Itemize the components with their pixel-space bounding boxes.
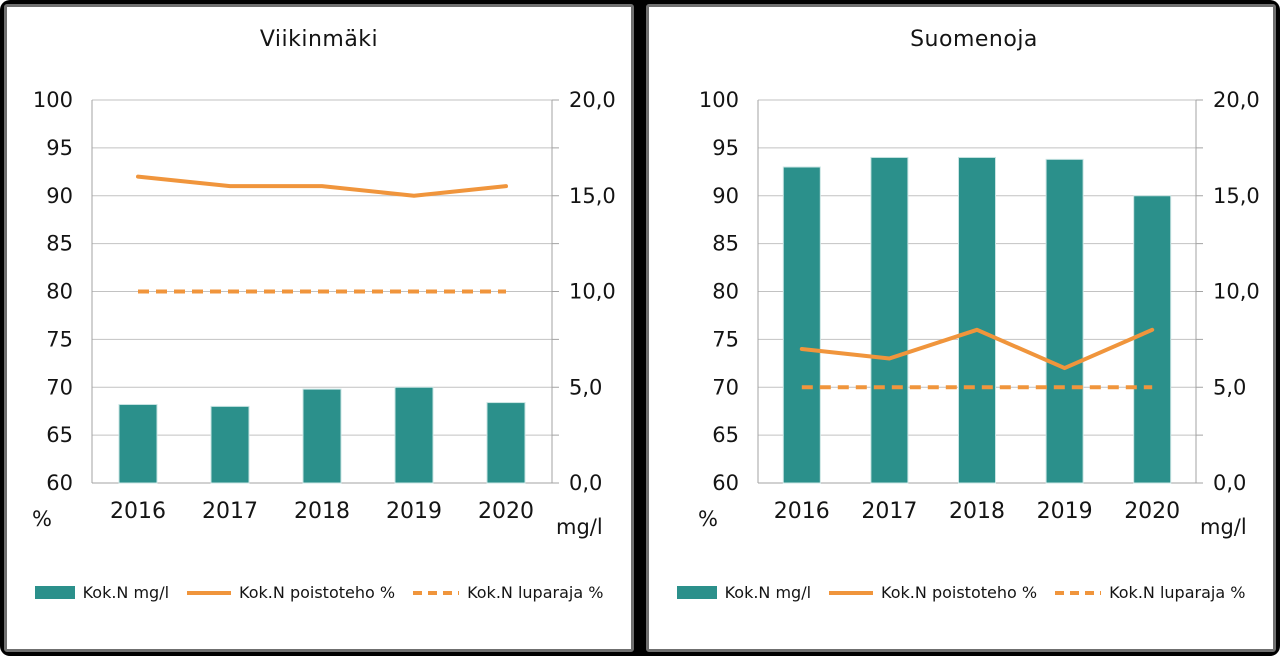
- bar-series: [118, 386, 526, 484]
- legend-label: Kok.N poistoteho %: [239, 583, 396, 602]
- svg-text:85: 85: [712, 232, 739, 256]
- left-axis-tick-labels: 60 65 70 75 80 85 90 95 100: [33, 88, 73, 495]
- svg-text:2020: 2020: [478, 499, 534, 524]
- bar: [486, 402, 526, 484]
- svg-text:10,0: 10,0: [569, 280, 616, 304]
- chart-title: Viikinmäki: [259, 27, 379, 52]
- bar: [1133, 195, 1172, 484]
- svg-text:2018: 2018: [294, 499, 350, 524]
- right-axis-tick-labels: 0,0 5,0 10,0 15,0 20,0: [1213, 88, 1260, 495]
- svg-text:80: 80: [712, 280, 739, 304]
- legend: Kok.N mg/l Kok.N poistoteho % Kok.N lupa…: [649, 583, 1273, 602]
- svg-text:80: 80: [46, 280, 73, 304]
- svg-text:5,0: 5,0: [569, 375, 602, 399]
- legend-label: Kok.N mg/l: [724, 583, 812, 602]
- svg-text:20,0: 20,0: [1213, 88, 1260, 112]
- plot-area-viikinmaki: 60 65 70 75 80 85 90 95 100 0,0 5,0 10,0 15,0 20,0 201…: [32, 88, 616, 539]
- svg-text:5,0: 5,0: [1213, 375, 1246, 399]
- legend-item: Kok.N poistoteho %: [187, 583, 395, 602]
- right-axis-tick-labels: 0,0 5,0 10,0 15,0 20,0: [569, 88, 616, 495]
- left-axis-unit-label: %: [698, 507, 718, 531]
- bar-series: [782, 156, 1172, 484]
- right-axis-unit-label: mg/l: [556, 515, 603, 539]
- legend-item: Kok.N luparaja %: [1055, 583, 1245, 602]
- bar: [302, 388, 342, 484]
- svg-text:70: 70: [712, 375, 739, 399]
- chart-panel-suomenoja: Suomenoja 60 65 70 75 80 85 90 95 100 0,0 5,0 10,0 1…: [646, 4, 1276, 652]
- left-axis-unit-label: %: [32, 507, 52, 531]
- legend-swatch-line-icon: [829, 590, 874, 595]
- svg-text:2019: 2019: [1037, 499, 1093, 524]
- legend-swatch-bar-icon: [676, 586, 717, 599]
- svg-text:2017: 2017: [202, 499, 258, 524]
- svg-text:85: 85: [46, 232, 73, 256]
- svg-text:2018: 2018: [949, 499, 1005, 524]
- svg-text:2020: 2020: [1124, 499, 1180, 524]
- svg-text:10,0: 10,0: [1213, 280, 1260, 304]
- bar: [210, 405, 250, 484]
- svg-text:0,0: 0,0: [1213, 471, 1246, 495]
- bar: [958, 156, 996, 484]
- svg-text:95: 95: [712, 136, 739, 160]
- legend-label: Kok.N luparaja %: [1109, 583, 1246, 602]
- svg-text:60: 60: [712, 471, 739, 495]
- right-axis-unit-label: mg/l: [1200, 515, 1247, 539]
- legend-item: Kok.N mg/l: [34, 583, 170, 602]
- svg-text:100: 100: [33, 88, 73, 112]
- svg-text:95: 95: [46, 136, 73, 160]
- left-axis-tick-labels: 60 65 70 75 80 85 90 95 100: [699, 88, 739, 495]
- poistoteho-line: [799, 327, 1155, 371]
- legend-swatch-line-icon: [187, 590, 232, 595]
- bar: [118, 403, 158, 484]
- year-labels: 2016 2017 2018 2019 2020: [774, 499, 1180, 524]
- legend-item: Kok.N mg/l: [676, 583, 812, 602]
- svg-text:15,0: 15,0: [569, 184, 616, 208]
- bar: [394, 386, 434, 484]
- svg-text:60: 60: [46, 471, 73, 495]
- year-labels: 2016 2017 2018 2019 2020: [110, 499, 534, 524]
- svg-text:2019: 2019: [386, 499, 442, 524]
- svg-text:2017: 2017: [861, 499, 917, 524]
- legend-label: Kok.N luparaja %: [467, 583, 604, 602]
- svg-text:75: 75: [712, 327, 739, 351]
- legend-item: Kok.N poistoteho %: [829, 583, 1037, 602]
- svg-text:2016: 2016: [774, 499, 830, 524]
- legend-item: Kok.N luparaja %: [413, 583, 603, 602]
- svg-text:75: 75: [46, 327, 73, 351]
- svg-text:70: 70: [46, 375, 73, 399]
- svg-text:20,0: 20,0: [569, 88, 616, 112]
- legend-swatch-dashed-line-icon: [413, 590, 460, 595]
- svg-text:100: 100: [699, 88, 739, 112]
- bar: [782, 166, 821, 484]
- svg-text:65: 65: [712, 423, 739, 447]
- svg-text:90: 90: [712, 184, 739, 208]
- svg-text:2016: 2016: [110, 499, 166, 524]
- poistoteho-line: [136, 174, 508, 198]
- legend-swatch-dashed-line-icon: [1055, 590, 1102, 595]
- plot-area-suomenoja: 60 65 70 75 80 85 90 95 100 0,0 5,0 10,0 15,0 20,0 201…: [698, 88, 1260, 539]
- legend-label: Kok.N poistoteho %: [881, 583, 1038, 602]
- svg-text:65: 65: [46, 423, 73, 447]
- svg-text:0,0: 0,0: [569, 471, 602, 495]
- legend: Kok.N mg/l Kok.N poistoteho % Kok.N lupa…: [7, 583, 631, 602]
- chart-title: Suomenoja: [910, 27, 1038, 52]
- chart-panel-viikinmaki: Viikinmäki 60 65 70 75 80 85 90 95 100 0,0 5,0 10,0…: [4, 4, 634, 652]
- svg-text:90: 90: [46, 184, 73, 208]
- svg-text:15,0: 15,0: [1213, 184, 1260, 208]
- bar: [870, 156, 909, 484]
- bar: [1045, 158, 1084, 484]
- legend-label: Kok.N mg/l: [82, 583, 170, 602]
- legend-swatch-bar-icon: [34, 586, 75, 599]
